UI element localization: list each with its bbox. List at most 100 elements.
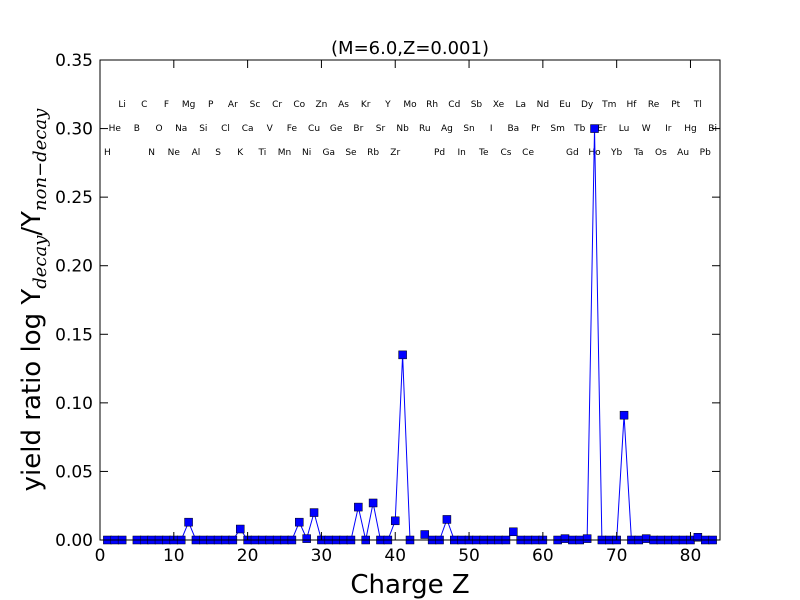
element-label: Cl [221,124,230,134]
element-label: Eu [559,100,570,110]
data-point [302,534,311,543]
element-label: Cd [448,100,460,110]
element-label: Ce [522,148,534,158]
element-label: Ga [323,148,336,158]
element-label: P [208,100,214,110]
element-label: Pr [531,124,540,134]
element-label: Sc [250,100,261,110]
element-label: Mn [278,148,291,158]
element-label: Te [478,148,489,158]
data-point [442,515,452,524]
element-label: Mg [182,100,195,110]
element-label: Sm [550,124,564,134]
element-label: Sn [463,124,474,134]
element-label: H [104,148,111,158]
element-label: Cu [308,124,320,134]
element-label: Ti [258,148,267,158]
y-label-sub-decay: decay [30,235,51,289]
x-axis-label: Charge Z [350,570,469,600]
data-point [420,530,430,539]
y-label-sub-non-decay: non−decay [30,108,51,211]
x-tick-label: 50 [458,546,480,566]
chart-title: (M=6.0,Z=0.001) [331,38,489,59]
element-label: C [141,100,147,110]
element-label: Zn [315,100,327,110]
element-label: Dy [581,100,594,110]
element-label: Ni [302,148,311,158]
element-label: Hg [684,124,696,134]
element-label: Fe [287,124,298,134]
element-label: Tm [601,100,616,110]
element-label: In [457,148,465,158]
element-label: Nb [396,124,409,134]
y-tick-label: 0.05 [55,462,93,482]
element-label: As [338,100,349,110]
y-tick-label: 0.00 [55,531,93,551]
element-label: Se [345,148,357,158]
x-tick-label: 30 [311,546,333,566]
element-label: Pt [671,100,680,110]
x-tick-label: 0 [95,546,106,566]
element-label: Au [677,148,689,158]
element-label: Hf [626,100,637,110]
element-label: I [490,124,493,134]
y-tick-label: 0.30 [55,120,93,140]
element-label: He [109,124,122,134]
data-point [590,124,599,133]
element-label: Pd [434,148,445,158]
element-label: V [267,124,274,134]
data-point [398,350,407,360]
element-label: Os [655,148,667,158]
y-tick-label: 0.15 [55,325,93,345]
element-label: Xe [493,100,505,110]
data-point [368,498,378,508]
element-label: F [164,100,169,110]
element-label: Tl [693,100,702,110]
element-label: Ag [441,124,453,134]
element-label: Si [199,124,207,134]
element-label: Cr [272,100,282,110]
element-label: Na [175,124,187,134]
x-tick-label: 10 [163,546,185,566]
y-axis-label: yield ratio log Ydecay/Ynon−decay [17,108,51,491]
data-point [641,534,651,543]
y-tick-label: 0.20 [55,257,93,277]
element-label: Lu [619,124,630,134]
data-point [390,516,400,526]
element-label: Mo [403,100,417,110]
y-label-slash: /Y [17,211,47,236]
element-label: Ca [242,124,254,134]
element-label: Sb [471,100,483,110]
y-label-prefix: yield ratio log Y [17,289,47,492]
element-label: Nd [537,100,549,110]
element-label: Rh [426,100,438,110]
element-label: Tb [573,124,585,134]
element-label: Ne [168,148,181,158]
data-point [354,502,363,512]
axis-ticks: 0 10 20 30 40 50 60 70 80 0.00 0.05 0.10 0.15 0.20 0.2… [55,51,720,566]
element-label: Yb [610,148,622,158]
element-label: Li [118,100,126,110]
x-tick-label: 80 [680,546,702,566]
element-label: Br [353,124,363,134]
data-point [235,524,245,534]
element-label: K [237,148,244,158]
data-point [560,534,570,543]
element-label: B [134,124,140,134]
element-label: Ar [228,100,238,110]
element-label: Sr [376,124,386,134]
data-point [582,534,592,543]
element-label: La [515,100,526,110]
element-label: Ta [633,148,644,158]
element-label: Co [293,100,305,110]
element-label: Gd [566,148,579,158]
element-label: Rb [367,148,379,158]
element-label: Al [192,148,201,158]
data-point [295,517,304,527]
element-label: Ru [419,124,431,134]
x-tick-label: 70 [606,546,628,566]
y-tick-label: 0.35 [55,51,93,71]
element-label: Er [597,124,607,134]
element-label: Ir [665,124,672,134]
